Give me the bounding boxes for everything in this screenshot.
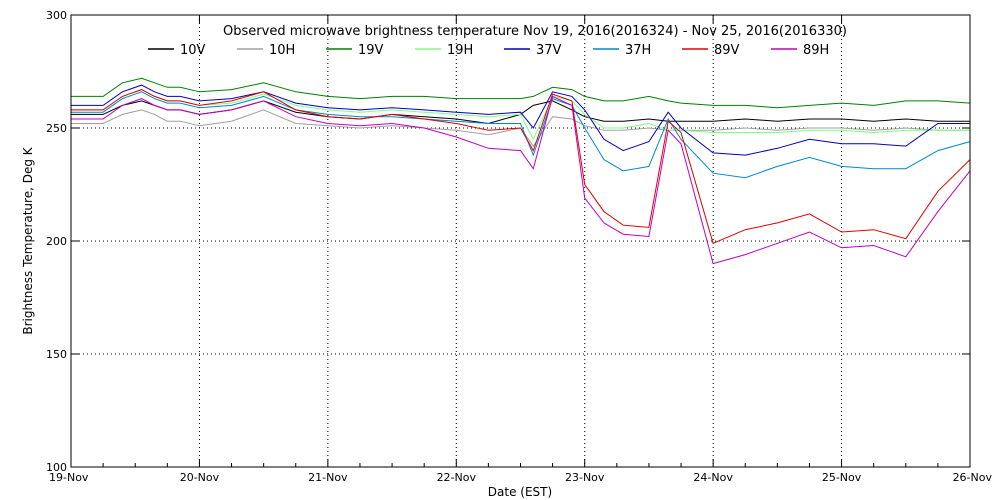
- y-tick-label: 300: [46, 9, 67, 22]
- x-tick-label: 22-Nov: [437, 471, 477, 484]
- legend-label-10h: 10H: [269, 43, 295, 58]
- series-line-19h: [71, 89, 970, 141]
- legend-label-37v: 37V: [536, 43, 562, 58]
- axis-ticks: 100 150 200 250 300 19-Nov 20-Nov 21-Nov 22-Nov 2…: [46, 9, 992, 484]
- legend-label-19v: 19V: [358, 43, 384, 58]
- y-tick-label: 250: [46, 122, 67, 135]
- y-axis-title: Brightness Temperature, Deg K: [21, 146, 35, 334]
- series-lines: [71, 77, 971, 265]
- x-tick-label: 25-Nov: [822, 471, 862, 484]
- grid: [71, 15, 970, 467]
- x-tick-label: 19-Nov: [49, 471, 89, 484]
- series-line-19v: [71, 77, 971, 109]
- y-tick-label: 100: [46, 461, 67, 474]
- x-tick-label: 23-Nov: [565, 471, 605, 484]
- y-tick-label: 150: [46, 348, 67, 361]
- legend-label-37h: 37H: [625, 43, 651, 58]
- series-line-89v: [71, 89, 971, 244]
- y-tick-label: 200: [46, 235, 67, 248]
- chart-title: Observed microwave brightness temperatur…: [223, 24, 847, 39]
- legend-label-19h: 19H: [447, 43, 473, 58]
- series-line-89h: [71, 95, 971, 265]
- x-axis-title: Date (EST): [488, 485, 552, 499]
- x-tick-label: 26-Nov: [953, 471, 993, 484]
- legend: 10V 10H 19V 19H 37V 37H 89V 89H: [148, 43, 829, 58]
- legend-label-10v: 10V: [180, 43, 206, 58]
- legend-label-89v: 89V: [714, 43, 740, 58]
- x-tick-label: 21-Nov: [308, 471, 348, 484]
- series-line-10h: [71, 109, 970, 147]
- x-tick-label: 20-Nov: [180, 471, 220, 484]
- series-line-37v: [71, 84, 970, 156]
- legend-label-89h: 89H: [803, 43, 829, 58]
- x-tick-label: 24-Nov: [693, 471, 733, 484]
